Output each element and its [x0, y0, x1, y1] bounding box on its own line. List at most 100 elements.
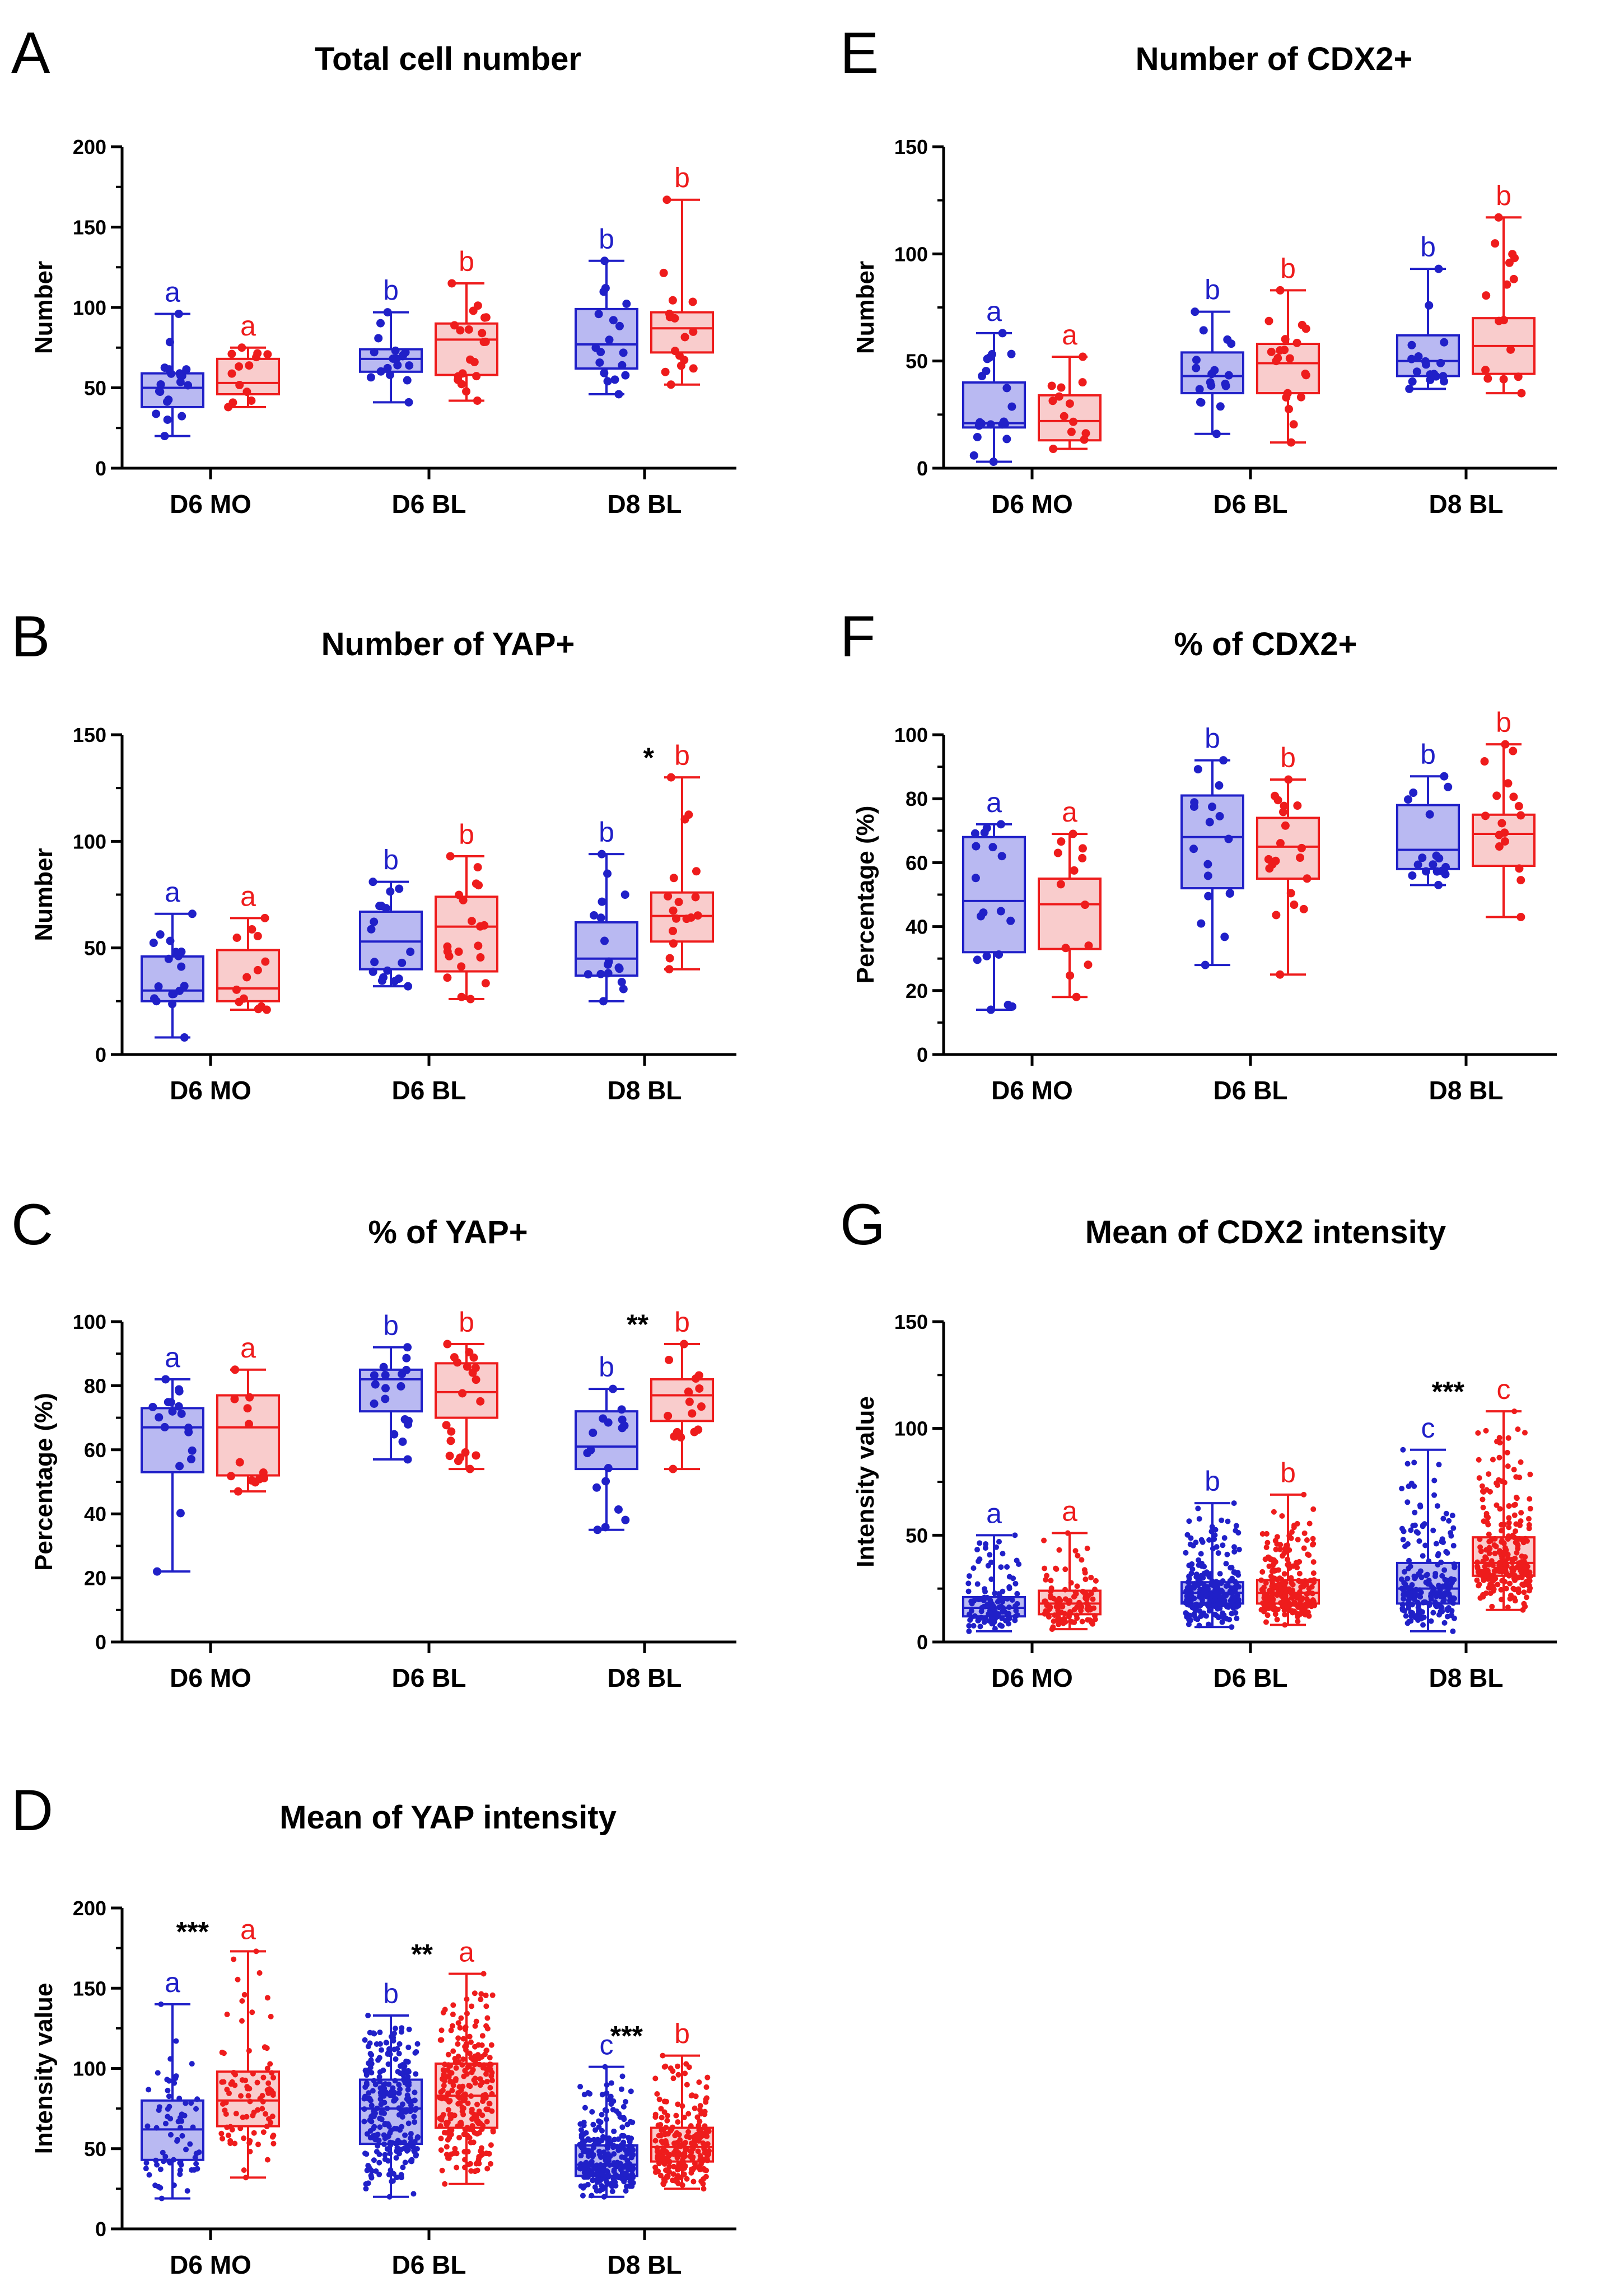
- data-point: [974, 1581, 981, 1587]
- data-point: [488, 2142, 494, 2148]
- data-point: [606, 2162, 613, 2168]
- significance-letter: b: [1205, 274, 1220, 306]
- data-point: [1495, 831, 1504, 839]
- data-point: [1006, 1584, 1012, 1590]
- significance-letter: b: [1420, 231, 1436, 263]
- data-point: [1496, 1435, 1502, 1441]
- data-point: [598, 2162, 604, 2168]
- data-point: [1079, 1557, 1085, 1563]
- data-point: [1072, 1548, 1079, 1554]
- data-point: [662, 195, 671, 204]
- data-point: [1435, 1551, 1441, 1557]
- data-point: [1195, 385, 1204, 394]
- data-point: [999, 1623, 1005, 1629]
- data-point: [1411, 1459, 1417, 1466]
- data-point: [704, 2074, 711, 2080]
- data-point: [1217, 1597, 1223, 1603]
- data-point: [688, 2093, 694, 2099]
- y-tick-label: 0: [95, 457, 106, 480]
- data-point: [1524, 1538, 1530, 1544]
- data-point: [614, 2163, 620, 2169]
- data-point: [1084, 941, 1093, 950]
- data-point: [656, 2096, 662, 2102]
- data-point: [397, 2127, 403, 2133]
- data-point: [1449, 1513, 1455, 1519]
- significance-letter: b: [1496, 707, 1511, 738]
- data-point: [1198, 1537, 1205, 1543]
- data-point: [270, 2074, 277, 2080]
- data-point: [1295, 1560, 1301, 1566]
- data-point: [1482, 291, 1491, 300]
- data-point: [466, 2050, 473, 2056]
- data-point: [1290, 901, 1299, 909]
- significance-letter: a: [165, 1342, 180, 1373]
- data-point: [260, 2129, 267, 2135]
- data-point: [1264, 1539, 1271, 1546]
- data-point: [1310, 1598, 1317, 1604]
- data-point: [1430, 1585, 1436, 1592]
- data-point: [190, 2124, 196, 2130]
- data-point: [245, 361, 254, 370]
- data-point: [440, 2009, 446, 2016]
- data-point: [1527, 1505, 1533, 1511]
- data-point: [1220, 1542, 1226, 1548]
- significance-letter: b: [459, 1307, 474, 1338]
- data-point: [239, 2077, 245, 2083]
- data-point: [657, 2172, 664, 2178]
- data-point: [362, 2068, 368, 2074]
- data-point: [1412, 1522, 1418, 1528]
- data-point: [1295, 1537, 1301, 1543]
- data-point: [626, 2143, 632, 2149]
- data-point: [1282, 393, 1291, 402]
- data-point: [483, 1993, 489, 1999]
- data-point: [382, 2121, 388, 2128]
- data-point: [382, 2135, 388, 2142]
- data-point: [412, 2149, 418, 2155]
- data-point: [671, 914, 680, 923]
- data-point: [1073, 1591, 1079, 1597]
- box-red-d8-bl: b: [650, 2018, 714, 2192]
- data-point: [660, 2158, 666, 2164]
- data-point: [618, 2167, 624, 2173]
- data-point: [490, 2128, 496, 2134]
- data-point: [1448, 1530, 1454, 1536]
- data-point: [1233, 1610, 1239, 1616]
- data-point: [620, 2103, 627, 2110]
- data-point: [973, 955, 982, 964]
- x-tick-label: D8 BL: [608, 1076, 682, 1105]
- data-point: [578, 2153, 584, 2159]
- y-tick-label: 150: [73, 216, 106, 239]
- data-point: [1499, 1528, 1505, 1534]
- data-point: [590, 2177, 596, 2184]
- data-point: [972, 842, 981, 851]
- data-point: [395, 2069, 401, 2075]
- data-point: [385, 2051, 391, 2057]
- data-point: [1425, 301, 1434, 310]
- data-point: [472, 2023, 478, 2029]
- data-point: [1060, 1603, 1066, 1609]
- data-point: [1219, 756, 1228, 765]
- data-point: [165, 2087, 171, 2093]
- data-point: [615, 321, 624, 330]
- data-point: [1270, 1562, 1276, 1568]
- data-point: [155, 387, 164, 396]
- data-point: [609, 1384, 618, 1393]
- data-point: [408, 2131, 414, 2137]
- data-point: [1474, 1559, 1481, 1565]
- data-point: [158, 2001, 164, 2007]
- data-point: [1432, 1570, 1439, 1576]
- data-point: [620, 2115, 627, 2121]
- data-point: [580, 2145, 586, 2152]
- data-point: [462, 2068, 468, 2074]
- data-point: [1416, 1538, 1422, 1544]
- data-point: [1192, 356, 1201, 365]
- data-point: [629, 2119, 636, 2125]
- significance-stars: *: [643, 742, 655, 773]
- data-point: [1081, 1567, 1088, 1573]
- data-point: [703, 2099, 709, 2105]
- data-point: [177, 2125, 183, 2131]
- data-point: [449, 2087, 455, 2093]
- data-point: [464, 1996, 470, 2002]
- data-point: [1287, 438, 1296, 447]
- data-point: [1280, 1553, 1286, 1559]
